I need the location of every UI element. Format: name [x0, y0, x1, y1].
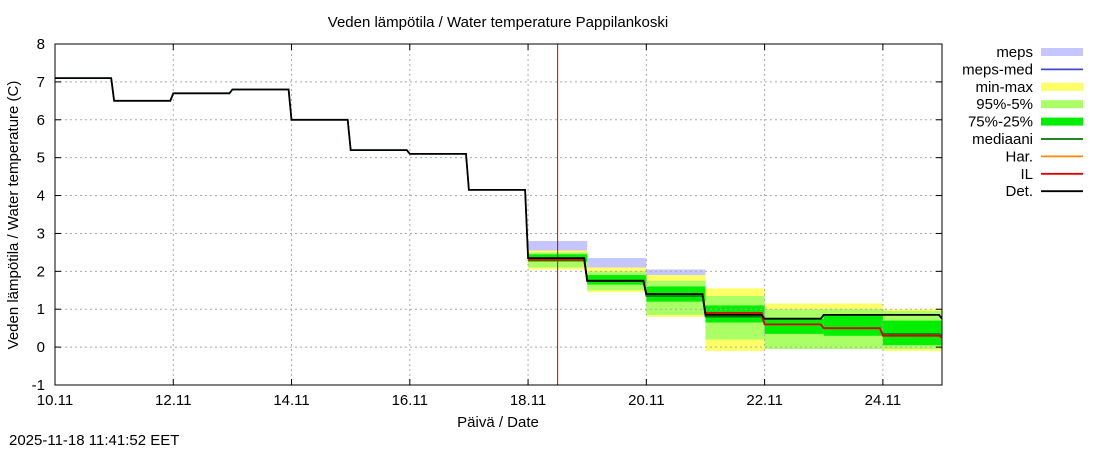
x-tick-label-5: 20.11 [628, 392, 664, 409]
legend-label-det: Det. [1005, 183, 1033, 200]
band-p75_25-3 [705, 305, 765, 323]
legend-label-har: Har. [1005, 148, 1033, 165]
x-tick-label-6: 22.11 [746, 392, 782, 409]
legend-swatch-minmax [1041, 82, 1083, 91]
y-tick-label-3: 2 [37, 263, 45, 280]
y-tick-label-2: 1 [37, 301, 45, 318]
series-lines [55, 44, 943, 385]
timestamp-footer: 2025-11-18 11:41:52 EET [9, 432, 179, 449]
y-tick-label-4: 3 [37, 225, 45, 242]
chart-title: Veden lämpötila / Water temperature Papp… [328, 14, 668, 31]
grid-lines [55, 44, 942, 385]
y-tick-label-7: 6 [37, 112, 45, 129]
x-tick-label-3: 16.11 [392, 392, 428, 409]
series-line-median [55, 77, 943, 337]
y-tick-label-1: 0 [37, 339, 45, 356]
x-tick-label-0: 10.11 [37, 392, 73, 409]
plot-frame [54, 43, 943, 386]
band-p75_25-6 [882, 320, 942, 346]
x-tick-label-2: 14.11 [273, 392, 309, 409]
y-tick-label-6: 5 [37, 150, 45, 167]
y-tick-label-8: 7 [37, 74, 45, 91]
forecast-bands [528, 241, 942, 351]
legend-label-p75_25: 75%-25% [968, 114, 1033, 131]
y-tick-label-0: -1 [32, 377, 45, 394]
x-axis-ticks: 10.11 12.11 14.11 16.11 18.11 20.11 22.11 24.11 [37, 44, 901, 409]
legend-label-minmax: min-max [975, 79, 1033, 96]
legend-label-meps: meps [996, 44, 1033, 61]
band-p75_25-4 [764, 318, 824, 334]
band-p75_25-1 [587, 275, 647, 285]
legend-label-median: mediaani [972, 131, 1033, 148]
legend-swatch-p95_5 [1041, 100, 1083, 109]
y-tick-label-9: 8 [37, 36, 45, 53]
legend-label-il: IL [1020, 166, 1033, 183]
y-axis-label: Veden lämpötila / Water temperature (C) [5, 81, 22, 350]
x-axis-label: Päivä / Date [457, 414, 539, 431]
band-p75_25-5 [823, 314, 883, 336]
legend-label-meps_med: meps-med [962, 61, 1033, 78]
legend: mepsmeps-medmin-max95%-5%75%-25%mediaani… [962, 44, 1083, 200]
series-line-det [55, 77, 943, 320]
y-axis-ticks: -1 0 1 2 3 4 5 6 7 8 [32, 36, 942, 394]
x-tick-label-7: 24.11 [865, 392, 901, 409]
legend-label-p95_5: 95%-5% [976, 96, 1033, 113]
x-tick-label-1: 12.11 [155, 392, 191, 409]
y-tick-label-5: 4 [37, 188, 45, 205]
legend-swatch-meps [1041, 48, 1083, 56]
band-meps-2 [646, 269, 706, 279]
x-tick-label-4: 18.11 [510, 392, 546, 409]
legend-swatch-p75_25 [1041, 117, 1083, 126]
